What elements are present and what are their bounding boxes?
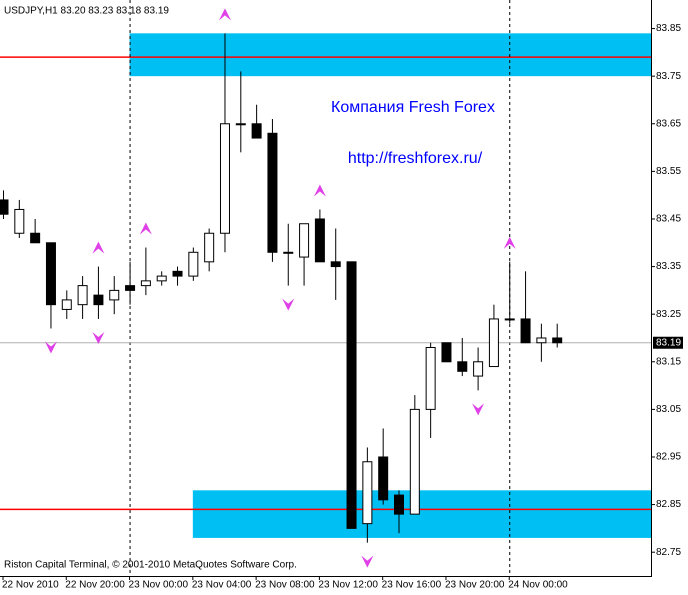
y-tick-label: 83.65 bbox=[656, 118, 681, 129]
candle-body bbox=[536, 337, 547, 344]
annotation: Компания Fresh Forex bbox=[331, 99, 495, 116]
candle-body bbox=[394, 494, 404, 515]
y-tick-label: 82.95 bbox=[656, 452, 681, 463]
fractal-down bbox=[361, 555, 374, 568]
fractal-up bbox=[503, 236, 516, 249]
last-price-box bbox=[653, 336, 683, 349]
chart-title: USDJPY,H1 83.20 83.23 83.18 83.19 bbox=[4, 6, 169, 17]
plot-area bbox=[0, 0, 651, 576]
fractal-up bbox=[313, 184, 326, 197]
candle-body bbox=[283, 251, 294, 254]
candle-body bbox=[330, 261, 341, 268]
y-tick-label: 82.85 bbox=[656, 499, 681, 510]
candle-body bbox=[504, 318, 515, 321]
fractal-up bbox=[218, 8, 231, 21]
fractal-up bbox=[92, 241, 105, 254]
zone bbox=[192, 490, 651, 538]
candle-body bbox=[30, 232, 41, 244]
x-tick-label: 22 Nov 2010 bbox=[2, 580, 59, 591]
last-price-label: 83.19 bbox=[656, 337, 681, 348]
candle-body bbox=[45, 242, 56, 306]
candle-body bbox=[61, 299, 72, 310]
candle-body bbox=[251, 123, 262, 139]
candle-body bbox=[0, 199, 9, 215]
y-tick-label: 82.75 bbox=[656, 547, 681, 558]
candle-body bbox=[552, 337, 563, 344]
candle-body bbox=[299, 223, 310, 258]
candle-body bbox=[473, 361, 484, 377]
candle-body bbox=[488, 318, 499, 368]
x-tick-label: 23 Nov 12:00 bbox=[318, 580, 378, 591]
x-tick-label: 22 Nov 20:00 bbox=[65, 580, 125, 591]
y-tick-label: 83.35 bbox=[656, 261, 681, 272]
fractal-down bbox=[282, 298, 295, 311]
candle-body bbox=[125, 285, 136, 291]
x-tick-label: 23 Nov 08:00 bbox=[255, 580, 315, 591]
candle-body bbox=[109, 289, 120, 301]
candle-body bbox=[409, 408, 420, 515]
candle-body bbox=[172, 270, 183, 277]
candle-body bbox=[219, 123, 230, 234]
y-tick-label: 83.25 bbox=[656, 309, 681, 320]
fractal-down bbox=[92, 331, 105, 344]
x-tick-label: 23 Nov 04:00 bbox=[192, 580, 252, 591]
candle-body bbox=[140, 280, 151, 287]
candle-body bbox=[378, 456, 389, 501]
candle-body bbox=[362, 461, 373, 525]
candle-body bbox=[156, 275, 167, 282]
y-tick-label: 83.05 bbox=[656, 404, 681, 415]
x-tick-label: 23 Nov 00:00 bbox=[129, 580, 189, 591]
candle-body bbox=[93, 294, 104, 306]
x-tick-label: 24 Nov 00:00 bbox=[508, 580, 568, 591]
candle-body bbox=[267, 132, 278, 253]
candle-body bbox=[188, 251, 199, 277]
candle-body bbox=[235, 123, 246, 126]
y-tick-label: 83.75 bbox=[656, 71, 681, 82]
x-tick-label: 23 Nov 16:00 bbox=[382, 580, 442, 591]
candle-body bbox=[77, 285, 88, 306]
candle-body bbox=[441, 342, 452, 363]
fractal-down bbox=[472, 403, 485, 416]
candle-body bbox=[204, 232, 215, 263]
candle-body bbox=[14, 208, 25, 234]
footer: Riston Capital Terminal, © 2001-2010 Met… bbox=[4, 560, 297, 571]
y-tick-label: 83.15 bbox=[656, 356, 681, 367]
candle-body bbox=[314, 218, 325, 263]
y-tick-label: 83.85 bbox=[656, 23, 681, 34]
candle-body bbox=[520, 318, 531, 344]
y-tick-label: 83.55 bbox=[656, 166, 681, 177]
y-tick-label: 83.45 bbox=[656, 214, 681, 225]
x-tick-label: 23 Nov 20:00 bbox=[445, 580, 505, 591]
candle-body bbox=[346, 261, 357, 529]
candle-body bbox=[457, 361, 468, 372]
candle-body bbox=[425, 347, 436, 410]
annotation: http://freshforex.ru/ bbox=[348, 150, 483, 167]
zone bbox=[129, 33, 651, 77]
fractal-up bbox=[139, 222, 152, 235]
fractal-down bbox=[44, 341, 57, 354]
